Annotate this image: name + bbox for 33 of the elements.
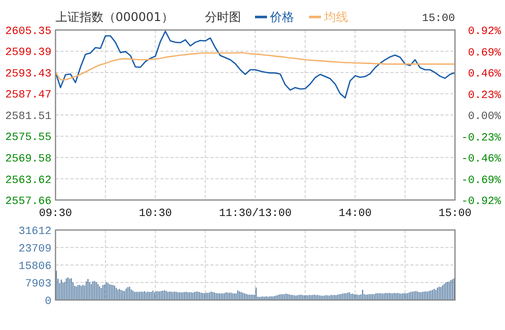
y-tick-label: 2557.66 — [5, 196, 52, 208]
y-tick-label: 2563.62 — [5, 174, 52, 187]
y2-tick-label: -0.46% — [461, 154, 502, 166]
chart-subtitle: 分时图 — [205, 10, 241, 24]
x-tick-label: 10:30 — [138, 208, 172, 220]
y-tick-label: 2587.47 — [5, 90, 52, 102]
y-tick-label: 0 — [44, 296, 52, 308]
y-tick-label: 31612 — [18, 226, 52, 238]
y-tick-label: 2569.58 — [5, 154, 52, 166]
y2-tick-label: 0.00% — [468, 111, 502, 123]
legend-label: 价格 — [269, 10, 294, 24]
x-tick-label: 14:00 — [338, 208, 372, 220]
y-tick-label: 23709 — [18, 244, 52, 256]
y2-tick-label: -0.69% — [461, 174, 502, 187]
x-tick-label: 09:30 — [38, 208, 72, 220]
y-tick-label: 7903 — [25, 278, 52, 290]
y-tick-label: 15806 — [18, 261, 52, 273]
y2-tick-label: 0.46% — [468, 68, 502, 80]
y2-tick-label: 0.92% — [468, 26, 502, 38]
y2-tick-label: 0.23% — [468, 90, 502, 102]
y-tick-label: 2599.39 — [5, 47, 52, 60]
text: 15:00 — [422, 13, 455, 25]
legend-label: 均线 — [323, 10, 348, 24]
y2-tick-label: -0.92% — [461, 196, 502, 208]
y-tick-label: 2605.35 — [5, 26, 52, 38]
y-tick-label: 2575.55 — [5, 132, 52, 144]
y2-tick-label: 0.69% — [468, 47, 502, 60]
y2-tick-label: -0.23% — [461, 132, 502, 144]
chart-title: 上证指数（000001） — [56, 10, 174, 24]
y-tick-label: 2581.51 — [5, 110, 52, 123]
x-tick-label: 11:30/13:00 — [218, 208, 292, 220]
x-tick-label: 15:00 — [438, 208, 472, 220]
y-tick-label: 2593.43 — [5, 68, 52, 80]
